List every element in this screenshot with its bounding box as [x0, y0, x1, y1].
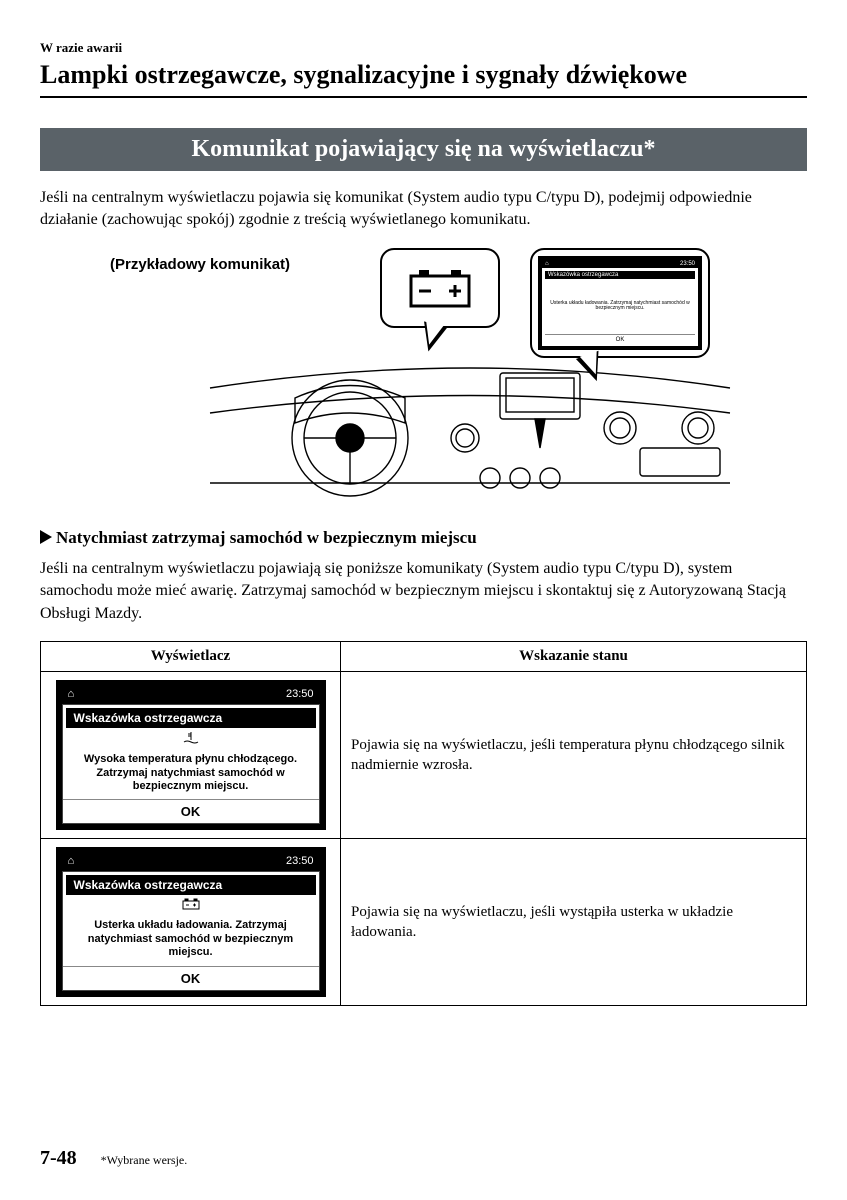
- display-box: ⌂ 23:50 Wskazówka ostrzegawcza Wysoka te…: [56, 680, 326, 830]
- coolant-temp-icon: [63, 731, 319, 748]
- mini-title: Wskazówka ostrzegawcza: [545, 271, 695, 279]
- triangle-bullet-icon: [40, 530, 52, 544]
- footnote: *Wybrane wersje.: [101, 1153, 188, 1168]
- mini-msg: Usterka układu ładowania. Zatrzymaj naty…: [545, 299, 695, 314]
- warning-table: Wyświetlacz Wskazanie stanu ⌂ 23:50 Wska…: [40, 641, 807, 1006]
- status-text: Pojawia się na wyświetlaczu, jeśli tempe…: [341, 671, 807, 838]
- mini-ok: OK: [545, 334, 695, 343]
- col-display: Wyświetlacz: [41, 641, 341, 671]
- col-status: Wskazanie stanu: [341, 641, 807, 671]
- dashboard-diagram: (Przykładowy komunikat): [40, 248, 807, 508]
- table-row: ⌂ 23:50 Wskazówka ostrzegawcza Usterka u…: [41, 838, 807, 1005]
- table-row: ⌂ 23:50 Wskazówka ostrzegawcza Wysoka te…: [41, 671, 807, 838]
- home-icon: ⌂: [68, 855, 75, 867]
- example-label: (Przykładowy komunikat): [110, 256, 290, 273]
- page-footer: 7-48 *Wybrane wersje.: [40, 1147, 807, 1170]
- display-time: 23:50: [286, 688, 314, 700]
- display-box: ⌂ 23:50 Wskazówka ostrzegawcza Usterka u…: [56, 847, 326, 997]
- battery-icon: [63, 898, 319, 913]
- callout-battery: [380, 248, 500, 328]
- subtitle-bar: Komunikat pojawiający się na wyświetlacz…: [40, 128, 807, 171]
- section-heading: Natychmiast zatrzymaj samochód w bezpiec…: [40, 528, 807, 548]
- page-header: W razie awarii Lampki ostrzegawcze, sygn…: [40, 40, 807, 98]
- display-title: Wskazówka ostrzegawcza: [66, 708, 316, 728]
- section2-text: Jeśli na centralnym wyświetlaczu pojawia…: [40, 558, 807, 625]
- status-text: Pojawia się na wyświetlaczu, jeśli wystą…: [341, 838, 807, 1005]
- page-title: Lampki ostrzegawcze, sygnalizacyjne i sy…: [40, 60, 807, 98]
- display-time: 23:50: [286, 855, 314, 867]
- mini-display: ⌂ 23:50 Wskazówka ostrzegawcza Usterka u…: [538, 256, 702, 350]
- intro-text: Jeśli na centralnym wyświetlaczu pojawia…: [40, 187, 807, 232]
- display-msg: Wysoka temperatura płynu chłodzącego. Za…: [63, 748, 319, 799]
- page-number: 7-48: [40, 1147, 77, 1170]
- home-icon: ⌂: [68, 688, 75, 700]
- display-msg: Usterka układu ładowania. Zatrzymaj naty…: [63, 913, 319, 966]
- display-title: Wskazówka ostrzegawcza: [66, 875, 316, 895]
- mini-time: 23:50: [680, 261, 695, 267]
- section-name: W razie awarii: [40, 40, 807, 56]
- display-ok: OK: [63, 799, 319, 823]
- section-heading-text: Natychmiast zatrzymaj samochód w bezpiec…: [56, 528, 477, 547]
- home-icon: ⌂: [545, 261, 549, 267]
- display-ok: OK: [63, 966, 319, 990]
- battery-icon: [405, 266, 475, 310]
- callout-screen: ⌂ 23:50 Wskazówka ostrzegawcza Usterka u…: [530, 248, 710, 358]
